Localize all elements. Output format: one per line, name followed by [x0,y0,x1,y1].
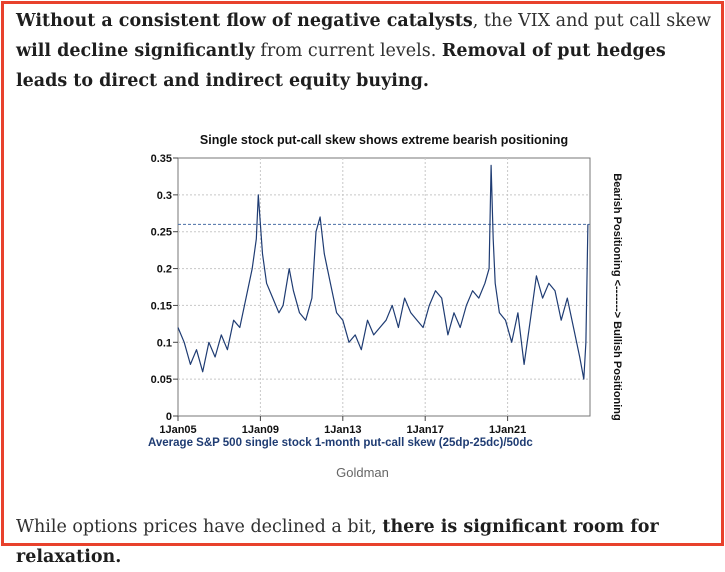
para1-run: from current levels. [254,41,442,61]
x-tick-label: 1Jan13 [324,424,361,436]
chart-title: Single stock put-call skew shows extreme… [200,133,568,147]
y-tick-label: 0.15 [151,300,172,312]
closing-paragraph: While options prices have declined a bit… [16,512,716,572]
y-tick-label: 0.1 [157,337,172,349]
x-tick-label: 1Jan09 [242,424,279,436]
gridlines [178,158,590,416]
series-line [177,164,589,380]
y-tick-label: 0.35 [151,153,172,165]
chart-svg: Single stock put-call skew shows extreme… [148,133,623,449]
skew-chart: Single stock put-call skew shows extreme… [136,128,631,458]
para1-run: Removal of put hedges leads to direct an… [16,41,666,91]
plot-area [177,157,591,417]
chart-caption: Goldman [336,465,389,480]
x-tick-label: 1Jan05 [159,424,196,436]
y-tick-label: 0.25 [151,227,172,239]
x-tick-label: 1Jan21 [489,424,526,436]
x-axis-label: Average S&P 500 single stock 1-month put… [148,437,533,449]
right-axis-label: Bearish Positioning <-------> Bullish Po… [611,173,623,421]
y-tick-label: 0 [166,411,172,423]
para1-run: , the VIX and put call skew [472,11,712,31]
intro-paragraph: Without a consistent flow of negative ca… [16,6,716,96]
y-tick-label: 0.3 [157,190,172,202]
para2-run: While options prices have declined a bit… [16,517,383,537]
x-tick-label: 1Jan17 [407,424,444,436]
axis-ticks: 0 0.05 0.1 0.15 0.2 0.25 0.3 0.35 1Jan05 1Jan09 1J… [151,153,527,436]
y-tick-label: 0.05 [151,374,172,386]
para1-run: Without a consistent flow of negative ca… [16,11,473,31]
y-tick-label: 0.2 [157,264,172,276]
para1-run: will decline significantly [16,41,255,61]
